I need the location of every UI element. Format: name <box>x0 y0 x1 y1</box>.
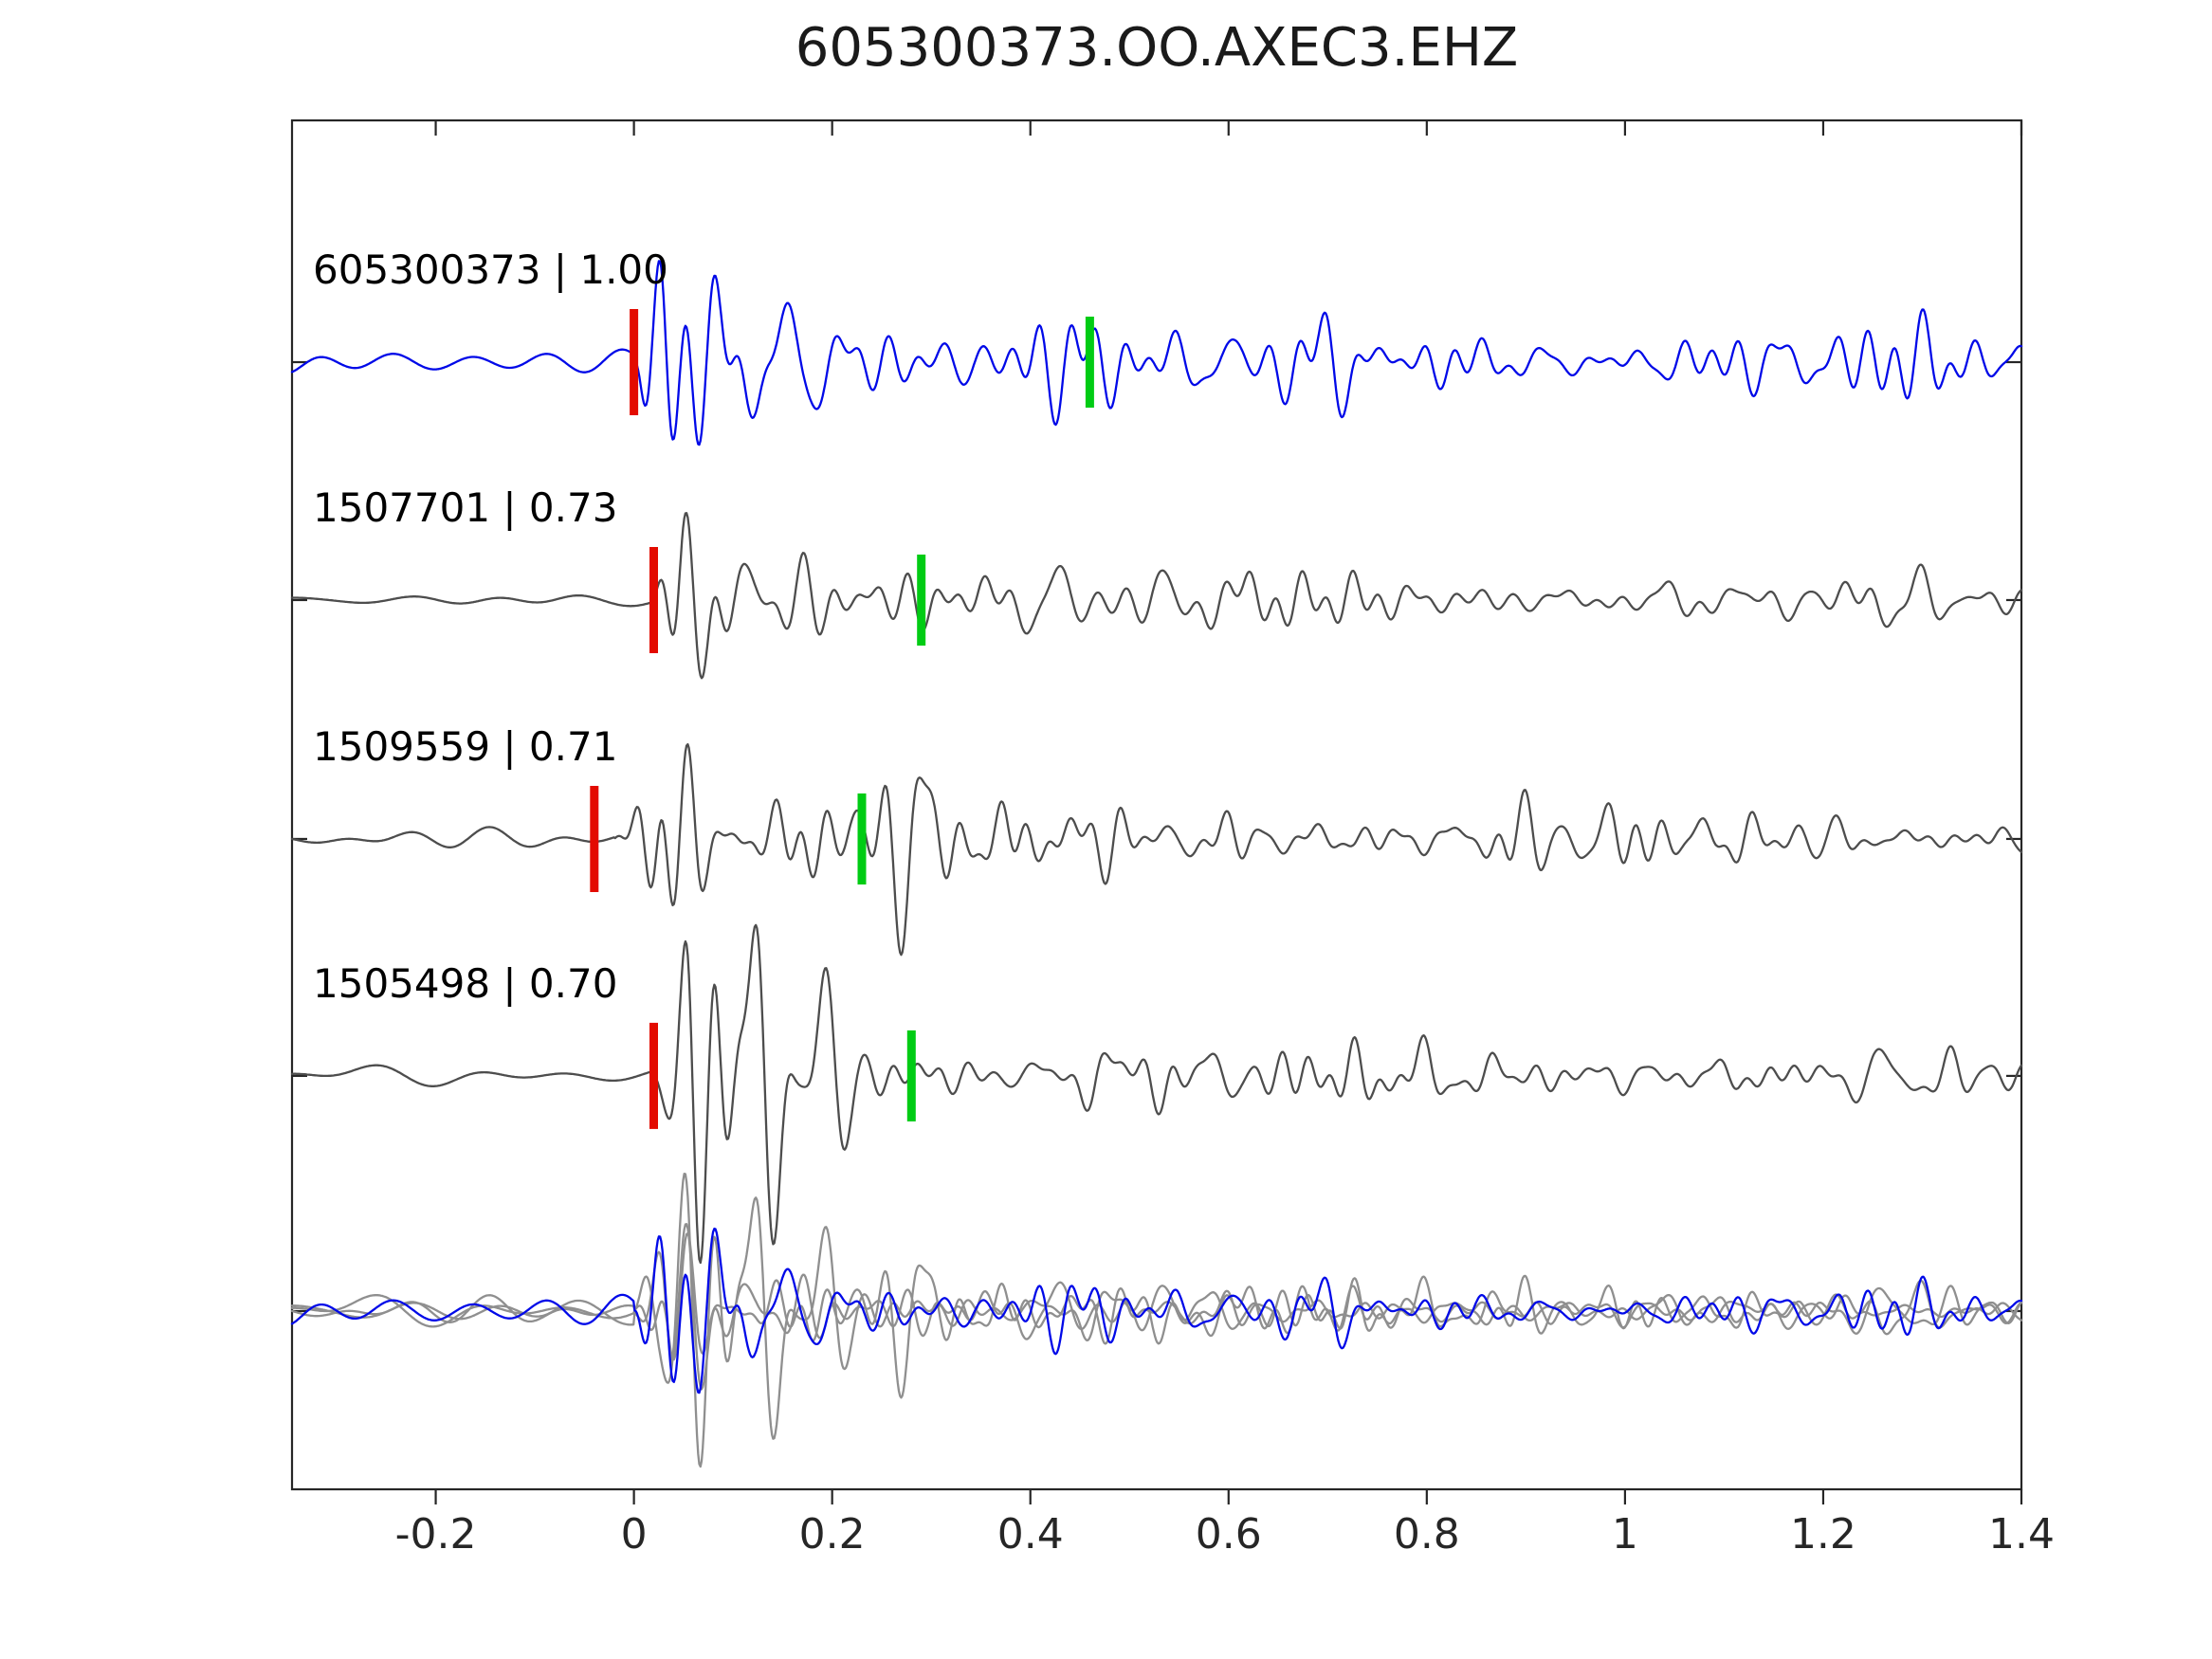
overlay-trace-605300373 <box>290 1227 2023 1395</box>
x-tick-label: 0 <box>620 1510 648 1559</box>
waveform-trace-1507701 <box>290 512 2023 680</box>
trace-label-1505498: 1505498 | 0.70 <box>313 959 618 1007</box>
waveform-trace-605300373 <box>290 260 2023 447</box>
waveform-trace-1509559 <box>290 742 2023 957</box>
x-tick-label: 0.8 <box>1393 1510 1460 1559</box>
marker-green-1509559 <box>857 793 867 884</box>
pick-marker-red-1509559 <box>590 786 599 892</box>
overlay-trace-1507701 <box>290 1223 2023 1391</box>
x-tick-label: 1 <box>1611 1510 1638 1559</box>
pick-marker-red-1507701 <box>649 547 658 653</box>
trace-label-605300373: 605300373 | 1.00 <box>313 246 668 293</box>
overlay-trace-1509559 <box>290 1231 2023 1399</box>
axes-frame <box>290 118 2023 1491</box>
waveform-trace-1505498 <box>290 923 2023 1265</box>
overlay-trace-1505498 <box>290 1172 2023 1468</box>
trace-label-1507701: 1507701 | 0.73 <box>313 483 618 531</box>
pick-marker-red-1505498 <box>649 1022 658 1129</box>
pick-marker-red-605300373 <box>630 309 639 415</box>
x-tick-label: 0.2 <box>798 1510 866 1559</box>
marker-green-605300373 <box>1085 317 1094 408</box>
x-tick-label: -0.2 <box>394 1510 477 1559</box>
marker-green-1507701 <box>917 555 926 646</box>
x-tick-label: 1.4 <box>1988 1510 2055 1559</box>
x-tick-label: 1.2 <box>1789 1510 1856 1559</box>
chart-title: 605300373.OO.AXEC3.EHZ <box>795 17 1519 79</box>
x-tick-label: 0.4 <box>996 1510 1064 1559</box>
marker-green-1505498 <box>906 1030 916 1121</box>
trace-label-1509559: 1509559 | 0.71 <box>313 722 618 770</box>
x-tick-label: 0.6 <box>1195 1510 1262 1559</box>
